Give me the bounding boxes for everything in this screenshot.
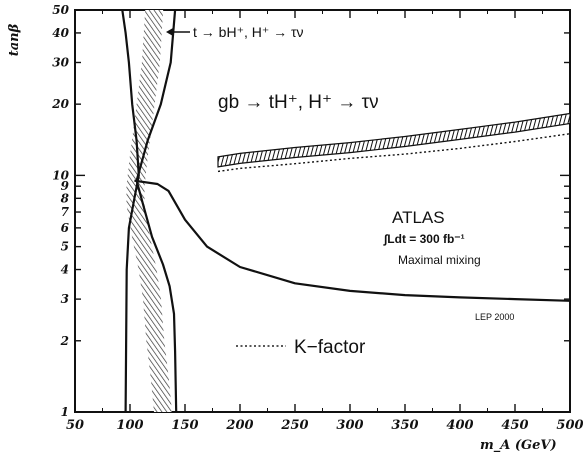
x-tick-label: 450 <box>501 418 528 433</box>
axis-ticks: 50 100 150 200 250 300 350 400 450 500 1 2 3 4 5 6 78910… <box>51 3 583 433</box>
x-tick-label: 50 <box>66 418 84 433</box>
y-tick-label: 10 <box>52 168 69 182</box>
series-line-1 <box>121 9 140 413</box>
experiment-label: ATLAS <box>392 208 445 227</box>
x-tick-label: 200 <box>225 418 253 433</box>
gb-channel-label: gb → tH⁺, H⁺ → τν <box>218 92 379 113</box>
series-band-gb-channel <box>217 112 571 168</box>
x-tick-label: 500 <box>556 418 583 433</box>
top-channel-label: t → bH⁺, H⁺ → τν <box>193 24 304 40</box>
x-tick-label: 300 <box>336 418 363 433</box>
series-line-2 <box>135 9 178 413</box>
x-tick-label: 250 <box>280 418 308 433</box>
x-tick-label: 400 <box>446 418 473 433</box>
y-tick-label: 8 <box>61 191 70 205</box>
y-tick-label: 4 <box>61 263 69 277</box>
y-tick-label: 1 <box>61 405 69 419</box>
series-line-kfactor <box>217 133 571 173</box>
y-tick-label: 2 <box>60 334 69 348</box>
scenario-label: Maximal mixing <box>398 253 481 267</box>
series-band-top-channel <box>126 10 172 412</box>
y-tick-label: 20 <box>51 97 69 111</box>
y-axis-label: tanβ <box>7 23 22 56</box>
y-tick-label: 40 <box>52 26 69 40</box>
series-layer <box>121 9 571 413</box>
lep-label: LEP 2000 <box>475 312 514 322</box>
series-line-lep <box>134 179 571 302</box>
luminosity-label: ∫Ldt = 300 fb⁻¹ <box>383 232 465 246</box>
y-tick-label: 50 <box>52 3 69 17</box>
y-tick-label: 6 <box>61 221 70 235</box>
y-tick-label: 3 <box>61 292 69 306</box>
x-tick-label: 350 <box>391 418 418 433</box>
x-tick-label: 150 <box>171 418 198 433</box>
top-channel-arrowhead <box>166 28 173 36</box>
x-tick-label: 100 <box>116 418 143 433</box>
y-tick-label: 9 <box>61 179 70 193</box>
x-axis-label: m_A (GeV) <box>480 438 557 453</box>
y-tick-label: 7 <box>61 205 70 219</box>
annotations: t → bH⁺, H⁺ → τν gb → tH⁺, H⁺ → τν ATLAS… <box>166 24 514 358</box>
y-tick-label: 30 <box>52 55 69 69</box>
y-tick-label: 5 <box>61 240 69 254</box>
kfactor-label: K−factor <box>294 337 366 358</box>
